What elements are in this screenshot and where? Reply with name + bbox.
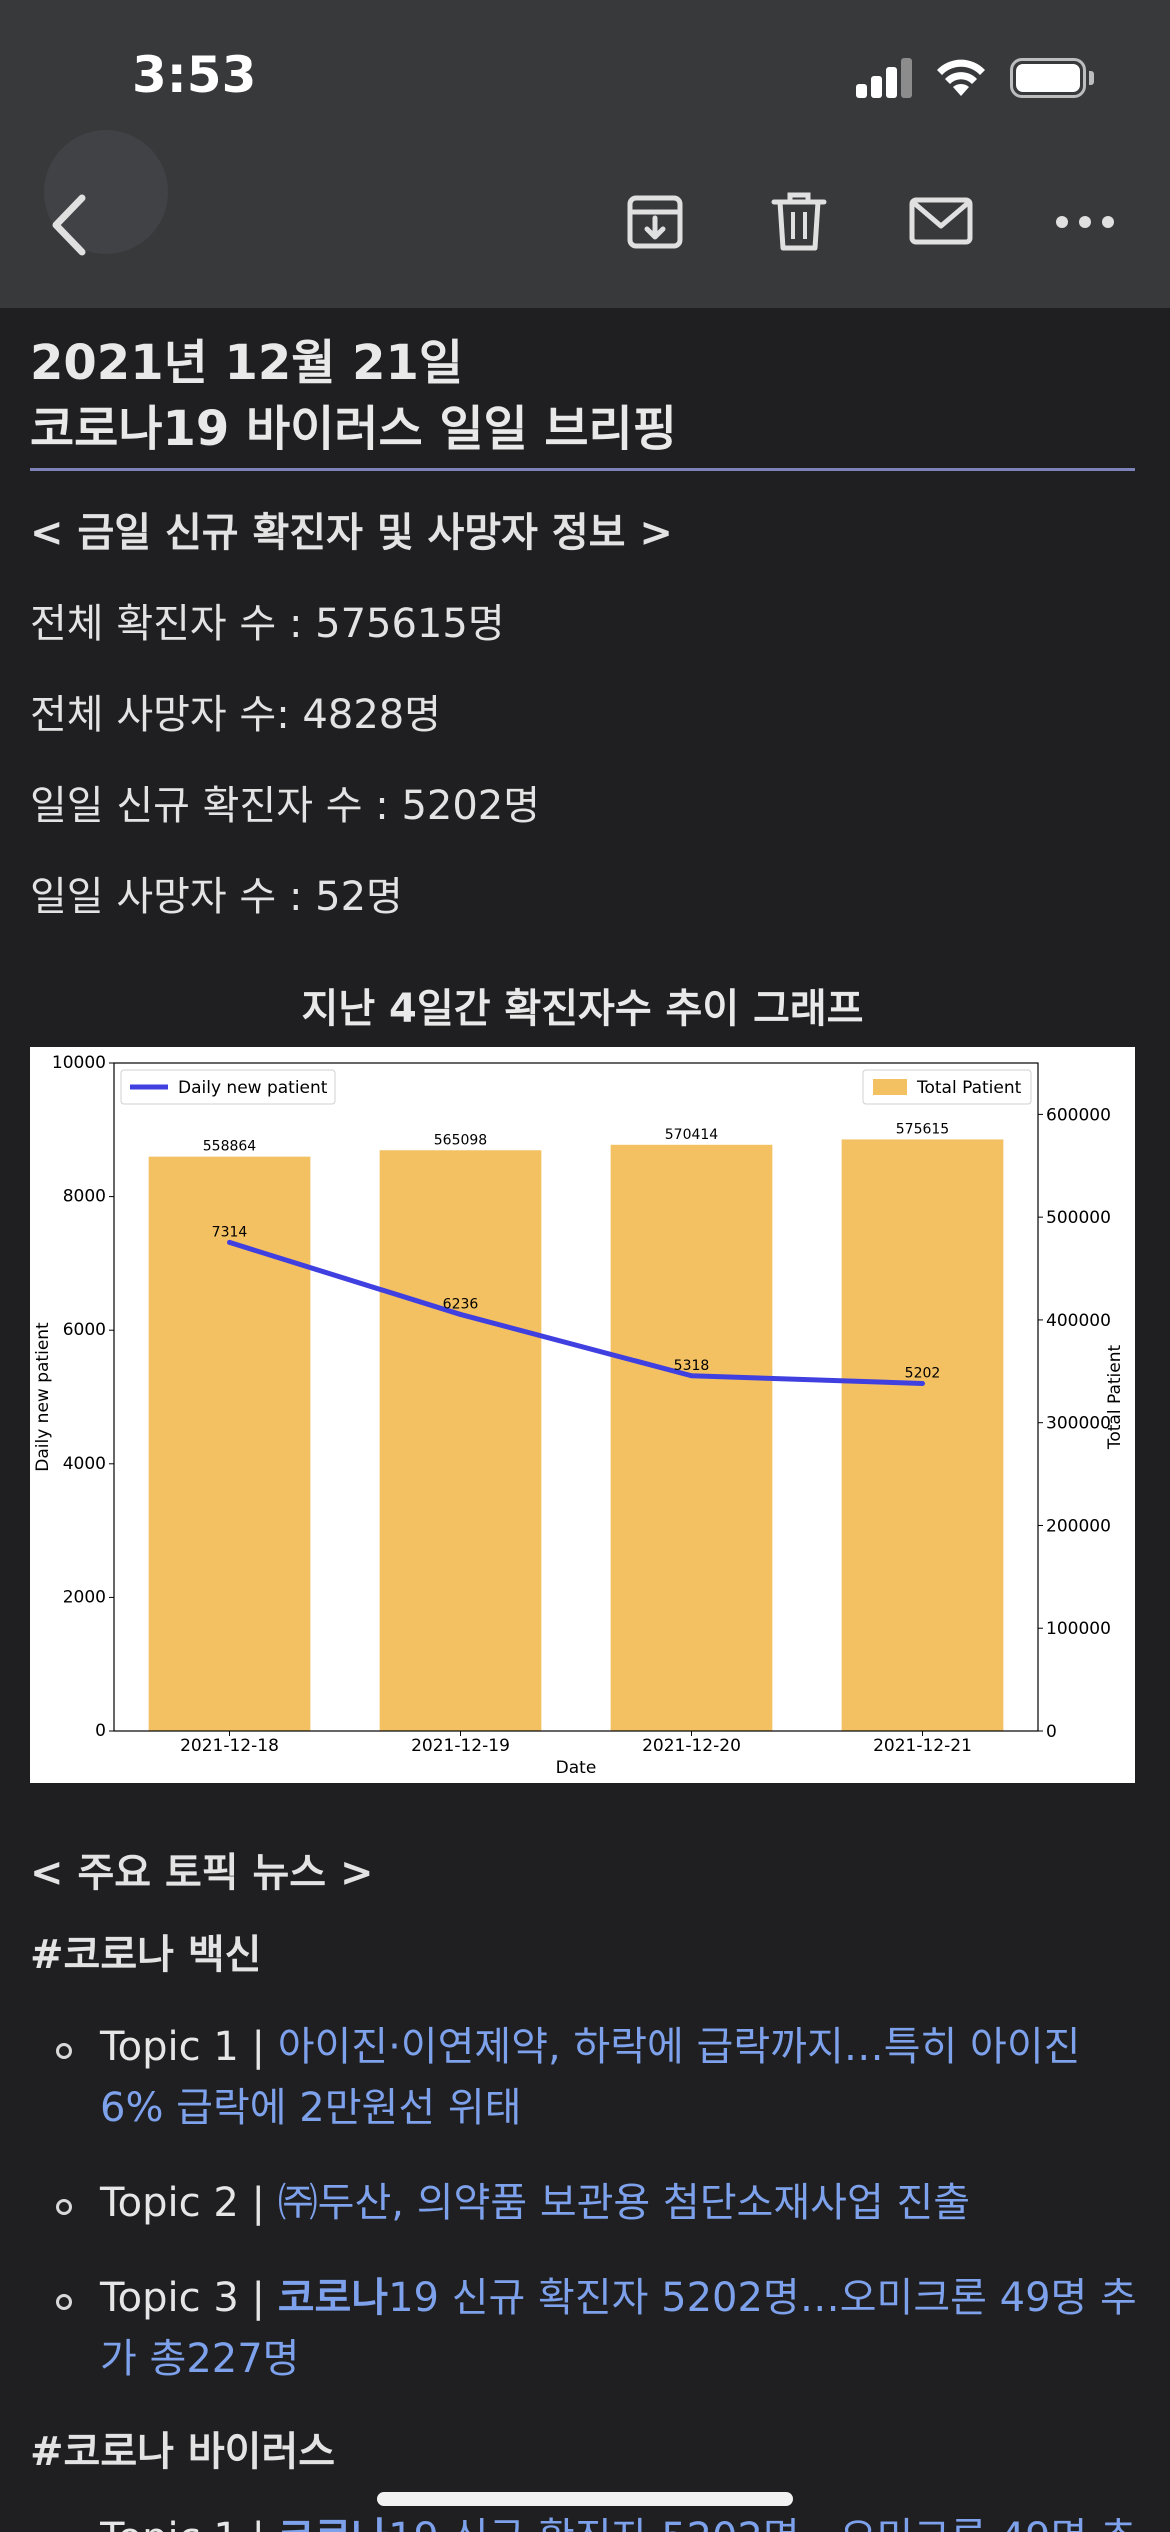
bar-data-label: 575615 xyxy=(896,1121,949,1137)
topic-list-virus: Topic 1 | 코로나19 신규 확진자 5202명…오미크론 49명 추 xyxy=(100,2508,1140,2532)
y2-tick-label: 300000 xyxy=(1046,1414,1111,1434)
chart-bar xyxy=(379,1150,542,1731)
trash-icon[interactable] xyxy=(766,188,832,254)
topic-list-vaccine: Topic 1 | 아이진·이연제약, 하락에 급락까지…특히 아이진 6% 급… xyxy=(56,2017,1140,2390)
y2-tick-label: 600000 xyxy=(1046,1105,1111,1125)
y2-tick-label: 200000 xyxy=(1046,1516,1111,1536)
chart-bar xyxy=(148,1156,311,1731)
legend-bar-label: Total Patient xyxy=(916,1078,1022,1098)
plot-frame xyxy=(113,1062,1039,1732)
wifi-icon xyxy=(937,59,985,96)
line-point xyxy=(920,1381,925,1387)
section-heading-info: < 금일 신규 확진자 및 사망자 정보 > xyxy=(30,510,673,556)
x-tick-label: 2021-12-21 xyxy=(873,1736,972,1756)
topic-link[interactable]: 코로나19 신규 확진자 5202명…오미크론 49명 추 xyxy=(278,2515,1137,2532)
status-time: 3:53 xyxy=(132,46,257,104)
y-tick-label: 2000 xyxy=(63,1587,106,1607)
y-tick-label: 0 xyxy=(95,1721,106,1741)
x-tick-label: 2021-12-20 xyxy=(642,1736,741,1756)
stat-daily-deaths: 일일 사망자 수 : 52명 xyxy=(30,874,403,920)
y2-tick-label: 0 xyxy=(1046,1722,1057,1742)
chart-heading: 지난 4일간 확진자수 추이 그래프 xyxy=(301,986,864,1032)
trend-chart: 558864 565098 570414 575615 7314 6236 5318 5202… xyxy=(30,1047,1135,1783)
y-tick-label: 8000 xyxy=(63,1187,106,1207)
chart-svg: 558864 565098 570414 575615 7314 6236 5318 5202… xyxy=(33,1053,1125,1778)
title-date: 2021년 12월 21일 xyxy=(30,335,464,391)
home-indicator[interactable] xyxy=(377,2492,793,2506)
legend-bar-box xyxy=(862,1069,1032,1105)
topic-link[interactable]: ㈜두산, 의약품 보관용 첨단소재사업 진출 xyxy=(277,2180,971,2226)
y-tick-label: 10000 xyxy=(52,1053,106,1073)
more-icon[interactable] xyxy=(1052,188,1118,254)
list-item: Topic 1 | 아이진·이연제약, 하락에 급락까지…특히 아이진 6% 급… xyxy=(56,2017,1140,2139)
email-body: 2021년 12월 21일 코로나19 바이러스 일일 브리핑 < 금일 신규 … xyxy=(30,308,1140,2532)
line-point xyxy=(458,1311,463,1317)
archive-icon[interactable] xyxy=(622,188,688,254)
x-tick-label: 2021-12-19 xyxy=(411,1736,510,1756)
mail-icon[interactable] xyxy=(908,188,974,254)
x-tick-label: 2021-12-18 xyxy=(180,1736,279,1756)
legend-line-label: Daily new patient xyxy=(178,1078,328,1098)
legend-bar-swatch xyxy=(873,1079,907,1095)
topic-group-virus: #코로나 바이러스 xyxy=(30,2429,336,2475)
line-data-label: 7314 xyxy=(212,1224,248,1240)
news-heading: < 주요 토픽 뉴스 > xyxy=(30,1850,374,1896)
bullet-icon xyxy=(56,2199,72,2215)
line-point xyxy=(689,1373,694,1379)
y2-tick-label: 500000 xyxy=(1046,1208,1111,1228)
x-axis-label: Date xyxy=(556,1758,597,1778)
bar-data-label: 570414 xyxy=(665,1127,719,1143)
cellular-signal-icon xyxy=(856,56,912,98)
topic-link[interactable]: 아이진·이연제약, 하락에 급락까지…특히 아이진 6% 급락에 2만원선 위태 xyxy=(100,2024,1081,2131)
list-item: Topic 2 | ㈜두산, 의약품 보관용 첨단소재사업 진출 xyxy=(56,2173,1140,2234)
stat-total-confirmed: 전체 확진자 수 : 575615명 xyxy=(30,601,505,647)
list-item: Topic 1 | 코로나19 신규 확진자 5202명…오미크론 49명 추 xyxy=(100,2508,1140,2532)
line-data-label: 5202 xyxy=(905,1366,941,1382)
bar-data-label: 565098 xyxy=(434,1132,487,1148)
chart-bar xyxy=(841,1139,1004,1731)
back-chevron-icon[interactable] xyxy=(44,192,94,258)
topic-link[interactable]: 코로나19 신규 확진자 5202명…오미크론 49명 추가 총227명 xyxy=(100,2275,1137,2382)
stat-total-deaths: 전체 사망자 수: 4828명 xyxy=(30,692,442,738)
battery-icon xyxy=(1010,58,1094,98)
title-subject: 코로나19 바이러스 일일 브리핑 xyxy=(30,401,677,457)
list-item: Topic 3 | 코로나19 신규 확진자 5202명…오미크론 49명 추가… xyxy=(56,2268,1140,2390)
top-bar: 3:53 xyxy=(0,0,1170,308)
title-divider xyxy=(30,468,1135,471)
line-data-label: 6236 xyxy=(443,1296,479,1312)
bar-data-label: 558864 xyxy=(203,1139,257,1155)
chart-bar xyxy=(610,1144,773,1731)
topic-group-vaccine: #코로나 백신 xyxy=(30,1932,262,1978)
line-series-daily xyxy=(228,1240,923,1387)
y-tick-label: 6000 xyxy=(63,1320,106,1340)
y2-tick-label: 400000 xyxy=(1046,1311,1111,1331)
y2-tick-label: 100000 xyxy=(1046,1619,1111,1639)
line-point xyxy=(227,1239,232,1245)
y2-axis-label: Total Patient xyxy=(1105,1345,1125,1451)
y-tick-label: 4000 xyxy=(63,1454,106,1474)
legend-line-box xyxy=(120,1069,336,1105)
stat-daily-confirmed: 일일 신규 확진자 수 : 5202명 xyxy=(30,783,541,829)
line-data-label: 5318 xyxy=(674,1358,710,1374)
bullet-icon xyxy=(56,2294,72,2310)
email-title: 2021년 12월 21일 코로나19 바이러스 일일 브리핑 xyxy=(30,308,1140,462)
y-axis-label: Daily new patient xyxy=(33,1322,53,1472)
bullet-icon xyxy=(56,2043,72,2059)
